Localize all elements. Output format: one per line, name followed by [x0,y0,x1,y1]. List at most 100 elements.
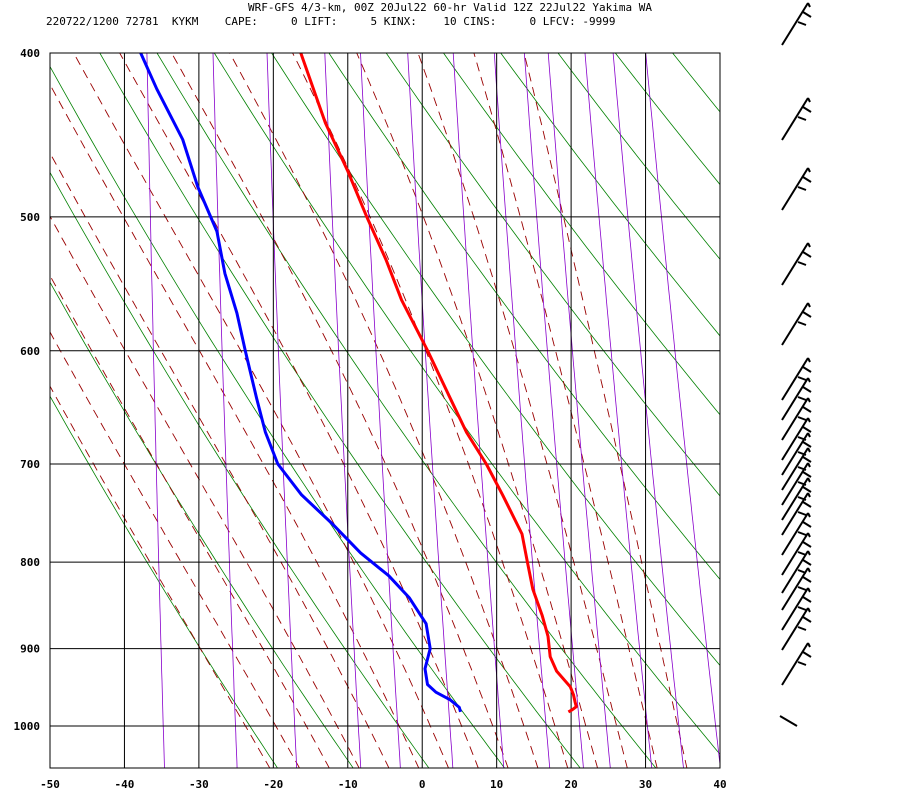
wind-barb-flag [797,451,807,456]
wind-barb-flag [802,576,812,583]
wind-barb-flag [797,376,807,381]
dry-adiabat [772,34,900,768]
dry-adiabat [156,53,657,768]
mixing-ratio-line [266,53,298,768]
plot-frame [49,52,721,769]
wind-barb-flag [807,462,811,468]
wind-barb-flag [797,466,807,471]
wind-barb-flag [802,386,812,393]
moist-adiabat [50,331,300,768]
mixing-ratio-line [493,53,551,768]
wind-barb [781,302,809,346]
x-tick-label: -40 [115,778,135,791]
moist-adiabat [73,53,449,768]
y-tick-label: 800 [20,556,40,569]
y-tick-label: 500 [20,211,40,224]
mixing-ratio-line [452,53,505,768]
wind-barb-flag [802,541,812,548]
moist-adiabat [50,274,330,768]
moist-adiabat [356,53,598,768]
wind-barb-flag [802,471,812,478]
dry-adiabat [715,34,900,768]
dry-adiabat [500,53,720,337]
y-tick-label: 900 [20,643,40,656]
wind-barb-flag [797,396,807,401]
wind-barb-flag [797,321,807,326]
wind-barb [779,715,798,727]
wind-barb [781,512,809,556]
sounding-indices: 220722/1200 72781 KYKM CAPE: 0 LIFT: 5 K… [46,15,616,28]
mixing-ratio-line [360,53,401,768]
wind-barb-flag [802,176,812,183]
wind-barb [781,642,809,686]
dry-adiabat [557,53,720,260]
y-tick-label: 700 [20,458,40,471]
y-tick-label: 400 [20,47,40,60]
dry-adiabat [443,53,720,416]
x-tick-label: -20 [263,778,283,791]
wind-barb [781,167,809,211]
wind-barb-flag [802,521,812,528]
mixing-ratio-line [523,53,584,768]
x-tick-label: 20 [564,778,577,791]
x-tick-label: -10 [338,778,358,791]
wind-barb-flag [807,242,811,248]
wind-barb-flag [807,377,811,383]
profiles [139,53,578,714]
wind-barb-flag [802,651,812,658]
wind-barb [781,242,809,286]
wind-barb-flag [802,441,812,448]
wind-barb-flag [802,501,812,508]
wind-barb-flag [802,596,812,603]
mixing-ratio-line [547,53,611,768]
wind-barb-flag [797,606,807,611]
y-tick-label: 1000 [14,720,41,733]
wind-barb-flag [807,587,811,593]
wind-barb-flag [802,11,812,18]
wind-barb-flag [802,311,812,318]
wind-barb [781,97,809,141]
wind-barb-flag [797,436,807,441]
mixing-ratio-line [407,53,454,768]
moist-adiabat [292,53,569,768]
dry-adiabat [385,53,720,497]
x-tick-label: 30 [639,778,652,791]
dry-adiabat [672,53,720,113]
dry-adiabat [328,53,720,580]
moist-adiabat [50,215,360,768]
x-tick-label: -50 [40,778,60,791]
wind-barb-flag [802,106,812,113]
wind-barb [781,567,809,611]
wind-barb-flag [797,661,807,666]
y-tick-label: 600 [20,345,40,358]
wind-barb [781,357,809,401]
dry-adiabat [829,34,900,768]
wind-barb-flag [802,406,812,413]
wind-barb-flag [797,186,807,191]
mixing-ratio-line [612,53,684,768]
wind-barb-flag [802,251,812,258]
wind-barb [781,607,809,651]
wind-barb [781,377,809,421]
wind-barb-flag [807,2,811,8]
wind-barb-flag [807,642,811,648]
x-tick-label: -30 [189,778,209,791]
wind-barb-flag [807,397,811,403]
wind-barb-flag [802,486,812,493]
wind-barb [781,397,809,441]
wind-barb-flag [802,616,812,623]
wind-barbs [779,2,812,727]
moist-adiabat [523,53,688,768]
wind-barb-flag [797,551,807,556]
wind-barb-flag [807,432,811,438]
wind-barb-flag [802,456,812,463]
moist-adiabat [119,53,479,768]
wind-barb-flag [797,481,807,486]
wind-barb-flag [797,586,807,591]
wind-barb-flag [807,607,811,613]
x-tick-label: 40 [713,778,726,791]
wind-barb-flag [802,426,812,433]
dry-adiabat [213,53,720,755]
wind-barb-flag [807,447,811,453]
